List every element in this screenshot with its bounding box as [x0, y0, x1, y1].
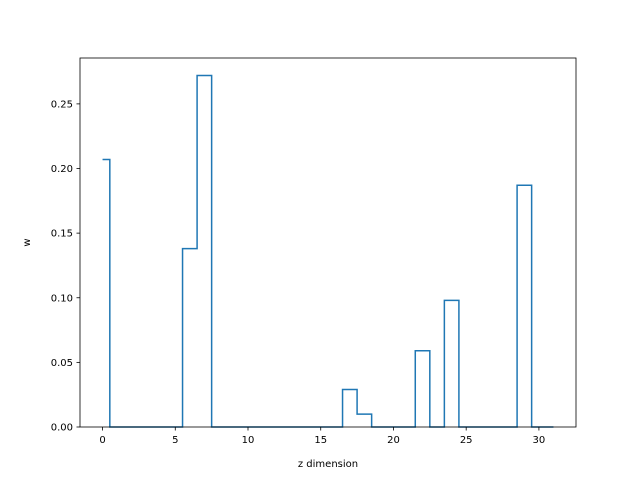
x-tick-label: 25: [460, 435, 473, 446]
x-tick-label: 15: [314, 435, 327, 446]
y-tick-label: 0.05: [51, 358, 73, 369]
y-tick-label: 0.20: [51, 164, 73, 175]
x-tick-label: 30: [533, 435, 546, 446]
y-tick-label: 0.10: [51, 293, 73, 304]
y-tick-label: 0.25: [51, 99, 73, 110]
axes-frame: [79, 57, 577, 428]
y-axis-label: w: [22, 238, 33, 246]
y-tick-label: 0.00: [51, 423, 73, 434]
x-axis: 0 5 10 15 20 25 30: [99, 427, 545, 446]
x-tick-label: 10: [242, 435, 255, 446]
y-axis: 0.00 0.05 0.10 0.15 0.20 0.25: [51, 99, 80, 434]
y-tick-label: 0.15: [51, 229, 73, 240]
x-tick-label: 0: [99, 435, 105, 446]
x-axis-label: z dimension: [298, 459, 358, 470]
x-tick-label: 20: [387, 435, 400, 446]
x-tick-label: 5: [172, 435, 178, 446]
